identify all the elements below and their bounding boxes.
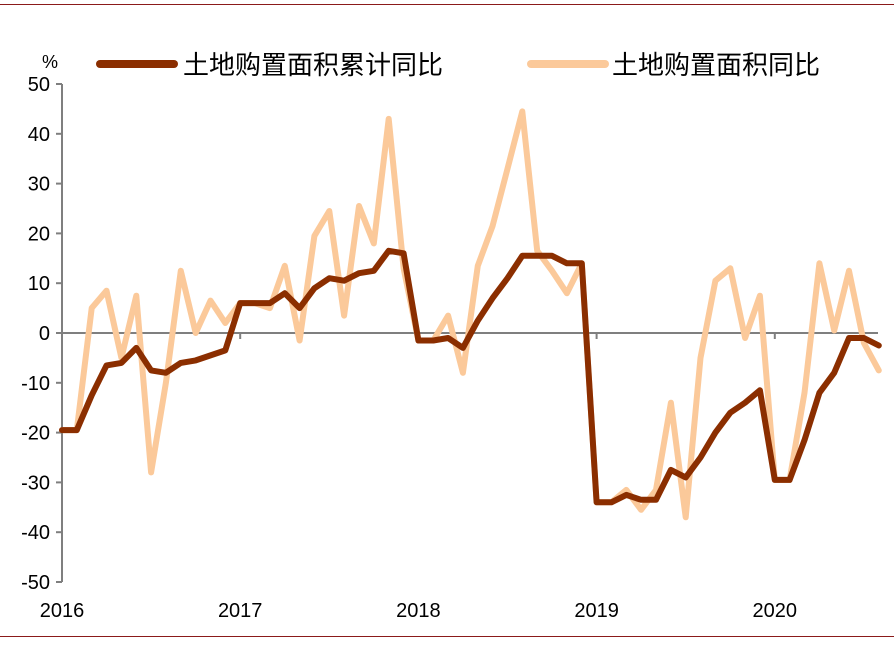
legend-label-monthly: 土地购置面积同比 — [612, 50, 820, 80]
y-tick-label: 50 — [28, 74, 50, 96]
y-axis-unit-label: % — [42, 52, 58, 72]
y-tick-label: 30 — [28, 174, 50, 196]
x-tick-label: 2017 — [218, 600, 263, 622]
y-tick-label: -20 — [21, 423, 50, 445]
legend-label-cumulative: 土地购置面积累计同比 — [183, 50, 443, 80]
x-tick-label: 2018 — [396, 600, 441, 622]
y-tick-label: -50 — [21, 572, 50, 594]
series-layer — [59, 108, 882, 521]
x-tick-label: 2020 — [753, 600, 798, 622]
y-tick-label: 40 — [28, 124, 50, 146]
y-tick-label: 20 — [28, 223, 50, 245]
series-line-monthly — [59, 108, 882, 521]
y-tick-label: -10 — [21, 373, 50, 395]
y-tick-label: -30 — [21, 472, 50, 494]
top-border — [0, 4, 894, 5]
y-tick-label: 10 — [28, 273, 50, 295]
legend-item-cumulative: 土地购置面积累计同比 — [96, 50, 443, 80]
legend: 土地购置面积累计同比 土地购置面积同比 — [96, 50, 820, 80]
x-tick-label: 2019 — [574, 600, 619, 622]
series-line-cumulative — [59, 247, 882, 506]
x-tick-label: 2016 — [40, 600, 85, 622]
y-tick-label: -40 — [21, 522, 50, 544]
y-tick-label: 0 — [39, 323, 50, 345]
bottom-border — [0, 636, 894, 637]
y-axis: 50 40 30 20 10 0 -10 -20 -30 -40 -50 — [21, 74, 63, 594]
legend-item-monthly: 土地购置面积同比 — [527, 50, 820, 80]
